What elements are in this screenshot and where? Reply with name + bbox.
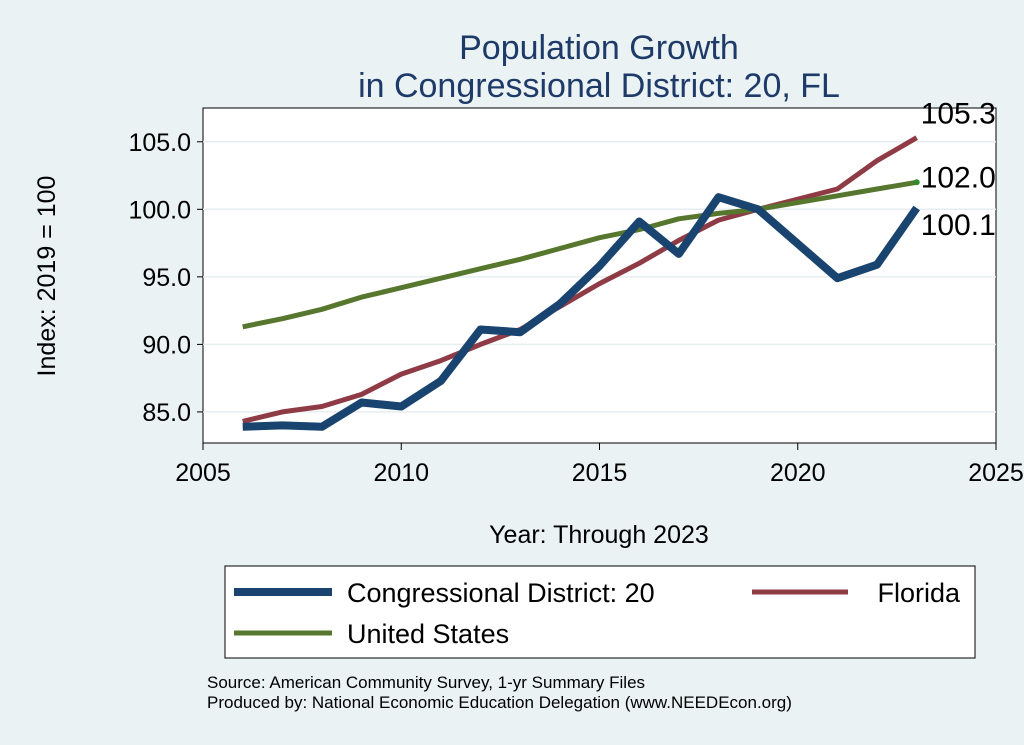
y-tick-label: 100.0 (128, 196, 191, 224)
legend-label: Congressional District: 20 (347, 578, 655, 608)
y-axis-ticks: 85.0 90.0 95.0 100.0 105.0 (128, 129, 203, 427)
y-tick-label: 90.0 (142, 331, 191, 359)
produced-by-line: Produced by: National Economic Education… (207, 693, 792, 712)
legend-box (224, 565, 976, 659)
source-line: Source: American Community Survey, 1-yr … (207, 673, 645, 692)
series-lines (242, 135, 920, 431)
x-tick-label: 2010 (373, 459, 429, 487)
plot-area (202, 107, 997, 444)
legend: Congressional District: 20 Florida United … (234, 578, 961, 649)
y-axis-title: Index: 2019 = 100 (33, 176, 61, 377)
chart-title-line-2: in Congressional District: 20, FL (358, 67, 840, 105)
end-label: 105.3 (921, 98, 996, 131)
x-axis-ticks: 2005 2010 2015 2020 2025 (175, 443, 1024, 487)
x-tick-label: 2020 (770, 459, 826, 487)
y-tick-label: 85.0 (142, 399, 191, 427)
legend-label: United States (347, 619, 509, 649)
end-label: 100.1 (921, 209, 996, 242)
legend-label: Florida (877, 578, 961, 608)
x-tick-label: 2025 (968, 459, 1024, 487)
y-tick-label: 95.0 (142, 264, 191, 292)
us-end-marker (913, 179, 920, 186)
x-axis-title: Year: Through 2023 (489, 521, 709, 549)
series-line-congressional-district-20 (242, 193, 920, 431)
end-labels: 100.1 105.3 102.0 (921, 98, 996, 242)
series-line-united-states (242, 179, 918, 330)
chart-title-line-1: Population Growth (459, 29, 739, 67)
end-label: 102.0 (921, 161, 996, 194)
gridlines (203, 141, 996, 413)
y-tick-label: 105.0 (128, 129, 191, 157)
x-tick-label: 2015 (572, 459, 628, 487)
x-tick-label: 2005 (175, 459, 231, 487)
